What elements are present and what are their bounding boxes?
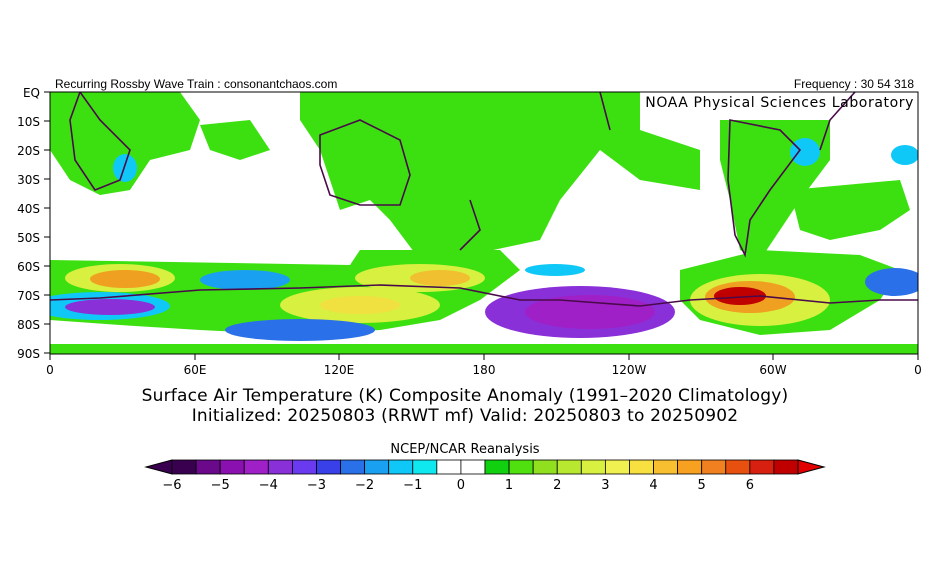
lon-label: 0 [46,363,54,377]
colorbar-swatch [436,459,462,475]
colorbar-tick-label: 5 [698,478,706,493]
lon-label: 60E [184,363,207,377]
colorbar-swatch [725,459,751,475]
colorbar-tick-label: 6 [746,478,754,493]
colorbar-swatch [556,459,582,475]
cold-anomaly-2 [65,299,155,315]
colorbar-tick-label: −2 [355,478,374,493]
colorbar-tick-label: 3 [601,478,609,493]
colorbar-tick-label: −4 [259,478,278,493]
lon-label: 180 [473,363,496,377]
lon-label: 60W [759,363,786,377]
colorbar-swatch [460,459,486,475]
warm-anomaly-9 [714,287,766,305]
cold-anomaly-11 [891,145,918,165]
colorbar-swatch [243,459,269,475]
colorbar-title: NCEP/NCAR Reanalysis [390,442,540,457]
colorbar-swatch [219,459,245,475]
header-left: Recurring Rossby Wave Train : consonantc… [55,77,338,91]
colorbar-swatch [316,459,341,475]
warm-anomaly-2 [90,270,160,288]
cold-anomaly-6 [525,295,655,329]
colorbar-swatch [267,459,293,475]
colorbar-swatch [580,459,606,475]
colorbar-swatch [532,459,558,475]
anomaly-region-australia [300,92,700,260]
anomaly-region-indian-ocean [200,120,270,160]
colorbar-tick-label: 2 [553,478,561,493]
colorbar-swatch [773,459,799,475]
map-subtitle: Initialized: 20250803 (RRWT mf) Valid: 2… [191,406,739,426]
map-title: Surface Air Temperature (K) Composite An… [141,386,789,406]
colorbar-swatch [604,459,630,475]
cold-anomaly-10 [790,138,820,166]
colorbar-tick-label: −6 [162,478,181,493]
colorbar-swatch [677,459,703,475]
colorbar-swatch [364,459,390,475]
colorbar-swatch [171,459,197,475]
lat-label: 30S [17,173,40,187]
lat-label: 90S [17,347,40,361]
cold-anomaly-9 [113,154,137,182]
header-right: Frequency : 30 54 318 [793,77,914,91]
cold-anomaly-7 [865,268,918,296]
colorbar-swatch [291,459,317,475]
credit-label: NOAA Physical Sciences Laboratory [645,95,914,111]
anomaly-field [50,92,918,354]
colorbar-tick-label: 4 [649,478,657,493]
colorbar-right-arrow [797,459,826,475]
lon-ticks [49,354,919,360]
lon-label: 120W [612,363,647,377]
colorbar-tick-label: −3 [307,478,326,493]
lat-label: 10S [17,115,40,129]
anomaly-region-africa [50,92,200,195]
colorbar-swatch [195,459,221,475]
colorbar-tick-label: −5 [211,478,230,493]
cold-anomaly-4 [225,319,375,341]
warm-anomaly-6 [320,296,400,314]
cold-anomaly-3 [200,270,290,290]
anomaly-region-south-atlantic [790,180,910,240]
lat-label: 80S [17,318,40,332]
colorbar-swatch [388,459,414,475]
lat-ticks [44,91,50,354]
colorbar-tick-label: −1 [403,478,422,493]
lat-label: 50S [17,231,40,245]
colorbar-swatch [412,459,438,475]
lat-label: 60S [17,260,40,274]
lat-label: 40S [17,202,40,216]
colorbar-swatch [653,459,679,475]
lat-label: 20S [17,144,40,158]
colorbar-swatch [508,459,534,475]
colorbar-tick-label: 0 [457,478,465,493]
lon-label: 0 [914,363,922,377]
colorbar-swatch [629,459,654,475]
colorbar-swatch [701,459,727,475]
lat-label: EQ [23,86,40,100]
lat-label: 70S [17,289,40,303]
colorbar-swatch [484,459,510,475]
colorbar-left-arrow [144,459,173,475]
colorbar-swatch [749,459,775,475]
cold-anomaly-8 [525,264,585,276]
warm-anomaly-4 [410,270,470,286]
polar-band [50,344,918,354]
lon-label: 120E [324,363,355,377]
coastlines [50,92,918,307]
colorbar: −6 −5 −4 −3 −2 −1 0 1 2 3 4 5 6 [144,459,826,493]
colorbar-tick-label: 1 [505,478,513,493]
colorbar-swatch [340,459,366,475]
